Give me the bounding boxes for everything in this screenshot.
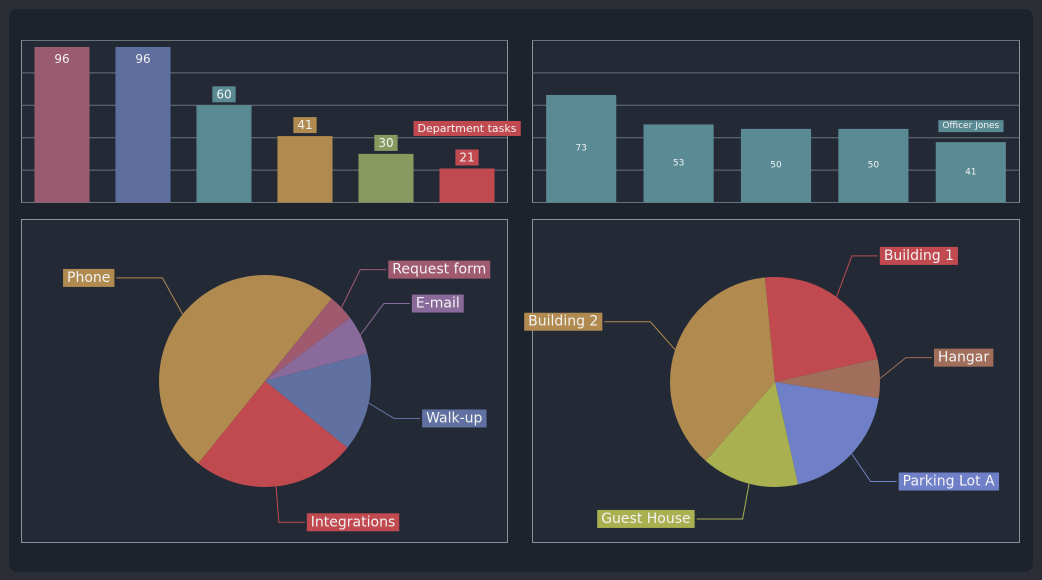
value-label: 21 [459,150,474,164]
pie-slice [265,353,371,448]
bar [196,105,252,203]
leader-line [275,486,305,523]
slice-label-box [898,472,1000,491]
slice-label: Integrations [311,514,395,530]
bar [358,153,414,203]
slice-label-box [933,348,994,367]
pie-slice [159,275,332,464]
bar [34,46,90,203]
value-label: 53 [673,158,684,168]
leader-line [604,321,676,351]
value-label: 41 [965,167,976,177]
slice-label-box [524,312,603,331]
leader-line [368,402,421,419]
value-label: 30 [378,136,393,150]
slice-label: Building 2 [528,314,598,330]
leader-line [851,453,897,483]
slice-label: Request form [392,262,486,278]
bar [643,124,714,203]
pie-slice [775,358,880,399]
slice-label: Parking Lot A [903,474,995,490]
leader-line [696,483,750,520]
leader-line [341,269,387,308]
value-label: 50 [868,161,880,171]
bar [439,168,495,203]
pie-slice [775,382,879,485]
slice-label-box [388,260,491,279]
annotation: Officer Jones [942,121,999,131]
slice-label: Phone [67,270,110,286]
slice-label: Hangar [938,350,989,366]
leader-line [836,255,878,298]
bar [740,128,812,203]
slice-label: E-mail [416,296,460,312]
value-label-box [374,134,398,151]
pie-slice [198,381,348,488]
leader-line [116,277,184,315]
annotation-box [938,120,1004,133]
pie-slice [265,317,368,381]
leader-line [360,303,410,336]
value-label: 96 [54,52,69,66]
slice-label-box [879,246,958,265]
value-label: 96 [135,52,150,66]
bar [838,128,909,203]
value-label-box [293,117,317,134]
value-label: 50 [770,161,782,171]
slice-label: Building 1 [884,248,954,264]
value-label: 60 [216,87,231,101]
pie-slice [670,277,775,461]
bar [115,46,171,203]
annotation-box [413,120,521,136]
slice-label: Guest House [601,511,690,527]
slice-label-box [306,513,400,532]
pie-slice [265,298,351,381]
bar [277,136,333,203]
slice-label-box [422,409,487,428]
slice-label-box [411,294,464,313]
annotation: Department tasks [418,122,517,135]
pie-slice [705,382,799,487]
bar [546,94,617,203]
value-label: 73 [575,144,586,154]
slice-label-box [63,268,115,287]
value-label-box [455,149,479,166]
bar [935,142,1006,203]
slice-label: Walk-up [426,410,482,426]
value-label: 41 [297,118,312,132]
pie-slice [764,277,878,382]
slice-label-box [597,509,695,528]
leader-line [879,357,932,379]
value-label-box [212,86,236,103]
